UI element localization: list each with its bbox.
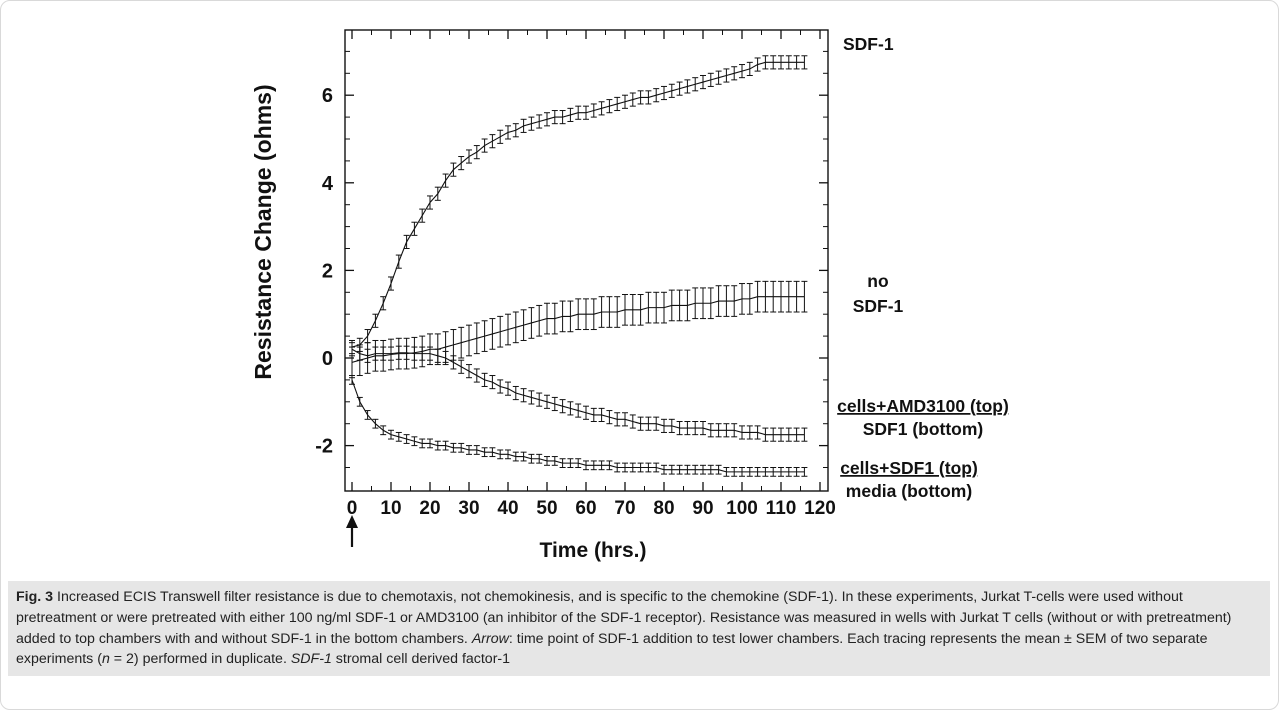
x-tick-label: 120	[804, 498, 836, 519]
y-tick-label: 4	[322, 173, 334, 195]
series-label-2-line-1: no	[867, 271, 888, 291]
series-label-4-line-1: cells+SDF1 (top)	[840, 458, 978, 478]
y-tick-label: 0	[322, 348, 333, 370]
series-label-3-line-2: SDF1 (bottom)	[863, 419, 984, 439]
caption-arrow-term: Arrow	[472, 631, 509, 647]
x-tick-label: 100	[726, 498, 758, 519]
series-4	[349, 376, 807, 477]
series-line	[352, 380, 804, 472]
figure-label: Fig. 3	[16, 589, 53, 605]
x-tick-label: 10	[380, 498, 401, 519]
y-tick-label: -2	[315, 436, 333, 458]
plot-frame	[345, 30, 828, 491]
series-label-3-line-1: cells+AMD3100 (top)	[837, 396, 1009, 416]
y-axis-label: Resistance Change (ohms)	[250, 84, 276, 379]
x-tick-label: 50	[536, 498, 557, 519]
series-label-2-line-2: SDF-1	[853, 296, 904, 316]
figure-caption: Fig. 3 Increased ECIS Transwell filter r…	[8, 581, 1270, 676]
caption-n-term: n	[102, 651, 110, 667]
caption-abbr-term: SDF-1	[291, 651, 332, 667]
y-tick-label: 6	[322, 85, 333, 107]
x-tick-label: 110	[766, 498, 797, 519]
x-tick-label: 70	[614, 498, 635, 519]
x-tick-label: 80	[653, 498, 674, 519]
x-tick-label: 90	[692, 498, 713, 519]
caption-n-text: = 2) performed in duplicate.	[110, 651, 287, 667]
series-2	[349, 281, 807, 377]
series-3	[349, 343, 807, 442]
y-tick-label: 2	[322, 260, 333, 282]
series-label-1-line-1: SDF-1	[843, 34, 894, 54]
caption-abbr-text: stromal cell derived factor-1	[332, 651, 510, 667]
series-line	[352, 349, 804, 434]
x-tick-label: 30	[458, 498, 479, 519]
x-tick-label: 60	[575, 498, 596, 519]
x-axis-label: Time (hrs.)	[540, 539, 647, 562]
x-tick-label: 20	[419, 498, 440, 519]
series-label-4-line-2: media (bottom)	[846, 481, 972, 501]
x-tick-label: 40	[497, 498, 518, 519]
